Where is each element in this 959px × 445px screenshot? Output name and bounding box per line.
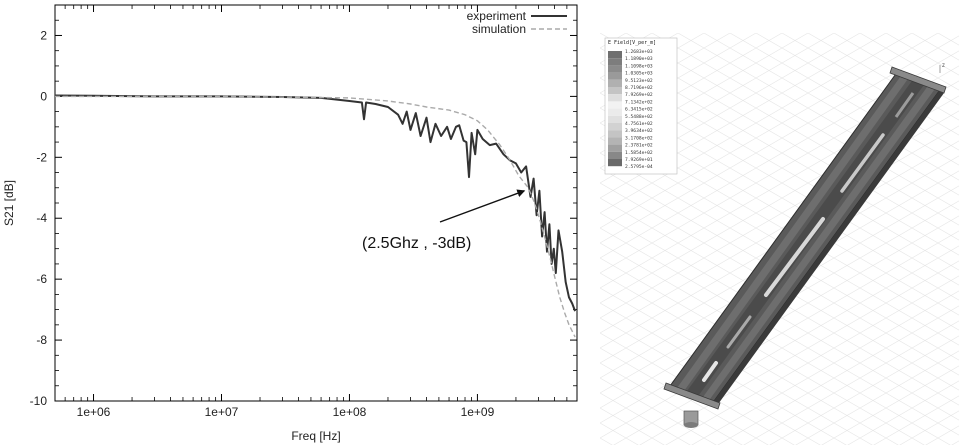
colorbar-value: 1.0305e+03: [625, 71, 653, 77]
colorbar-swatch: [608, 144, 622, 152]
colorbar-value: 6.3415e+02: [625, 107, 653, 113]
x-tick-label: 1e+06: [77, 405, 111, 419]
colorbar-value: 1.5854e+02: [625, 150, 653, 156]
annotation-text: (2.5Ghz , -3dB): [362, 235, 471, 252]
end-cap-top: [889, 66, 947, 94]
colorbar-swatch: [608, 130, 622, 138]
colorbar-swatch: [608, 159, 622, 167]
colorbar-swatch: [608, 87, 622, 95]
y-tick-label: 0: [40, 89, 47, 103]
colorbar-value: 1.1890e+03: [625, 56, 653, 62]
colorbar-value: 3.1708e+02: [625, 135, 653, 141]
y-tick-label: 2: [40, 28, 47, 42]
colorbar-value: 5.5488e+02: [625, 114, 653, 120]
colorbar-swatch: [608, 94, 622, 102]
colorbar-value: 1.1098e+03: [625, 63, 653, 69]
colorbar-value: 3.9634e+02: [625, 128, 653, 134]
colorbar-value: 9.5123e+02: [625, 78, 653, 84]
legend: experiment simulation: [467, 9, 567, 36]
colorbar-title: E Field[V_per_m]: [608, 40, 656, 46]
board-side-face: [714, 87, 944, 407]
y-tick-label: -6: [36, 272, 47, 286]
colorbar-labels: 1.2683e+031.1890e+031.1098e+03 1.0305e+03…: [625, 49, 653, 170]
colorbar-legend: E Field[V_per_m] 1.2683e+031.1890e+031.1…: [604, 37, 678, 175]
trace-glow-bottom: [702, 361, 718, 382]
trace-glow-lower: [726, 315, 752, 349]
x-tick-label: 1e+09: [461, 405, 495, 419]
z-axis-label: z: [942, 63, 945, 69]
x-tick-label: 1e+07: [205, 405, 239, 419]
trace-glow-top: [894, 92, 915, 118]
plot-frame: [54, 4, 578, 402]
x-tick-label: 1e+08: [333, 405, 367, 419]
colorbar-value: 4.7561e+02: [625, 121, 653, 127]
simulation-figure: E Field[V_per_m] 1.2683e+031.1890e+031.1…: [600, 33, 959, 445]
colorbar-value: 2.3781e+02: [625, 143, 653, 149]
colorbar-value: 1.2683e+03: [625, 49, 653, 55]
series-line-experiment: [54, 94, 577, 312]
board-rail-right: [703, 83, 937, 399]
y-tick-label: -10: [30, 394, 48, 408]
colorbar-swatch: [608, 137, 622, 145]
x-axis-label: Freq [Hz]: [291, 429, 340, 443]
colorbar-swatch: [608, 151, 622, 159]
colorbar-value: 2.5795e-04: [625, 164, 653, 170]
trace-glow-middle: [764, 217, 825, 297]
colorbar-value: 7.9269e+01: [625, 157, 653, 163]
colorbar-swatches: [608, 51, 622, 167]
colorbar-swatch: [608, 108, 622, 116]
board-3d: z: [663, 63, 947, 428]
legend-label-simulation: simulation: [472, 22, 526, 36]
colorbar-value: 8.7196e+02: [625, 85, 653, 91]
tick-layer: 1e+06 1e+07 1e+08 1e+09 2 0 -2 -4 -6 -8 -10: [30, 4, 578, 419]
colorbar-swatch: [608, 65, 622, 73]
end-cap-bottom: [663, 382, 721, 410]
series-layer: [54, 94, 577, 338]
colorbar-swatch: [608, 51, 622, 59]
annotation-arrow: [439, 189, 526, 223]
colorbar-swatch: [608, 123, 622, 131]
legend-label-experiment: experiment: [467, 9, 527, 23]
colorbar-value: 7.1342e+02: [625, 99, 653, 105]
trace-glow-upper: [840, 133, 885, 193]
y-tick-label: -4: [36, 211, 47, 225]
board-rail-left: [677, 73, 910, 391]
y-tick-label: -8: [36, 333, 47, 347]
colorbar-swatch: [608, 58, 622, 66]
annotation: (2.5Ghz , -3dB): [362, 189, 526, 252]
colorbar-value: 7.9269e+02: [625, 92, 653, 98]
y-axis-label: S21 [dB]: [2, 180, 16, 226]
colorbar-swatch: [608, 72, 622, 80]
sma-connector-base: [684, 422, 698, 428]
colorbar-swatch: [608, 115, 622, 123]
y-tick-label: -2: [36, 150, 47, 164]
series-line-simulation: [55, 95, 576, 338]
colorbar-swatch: [608, 79, 622, 87]
colorbar-swatch: [608, 101, 622, 109]
